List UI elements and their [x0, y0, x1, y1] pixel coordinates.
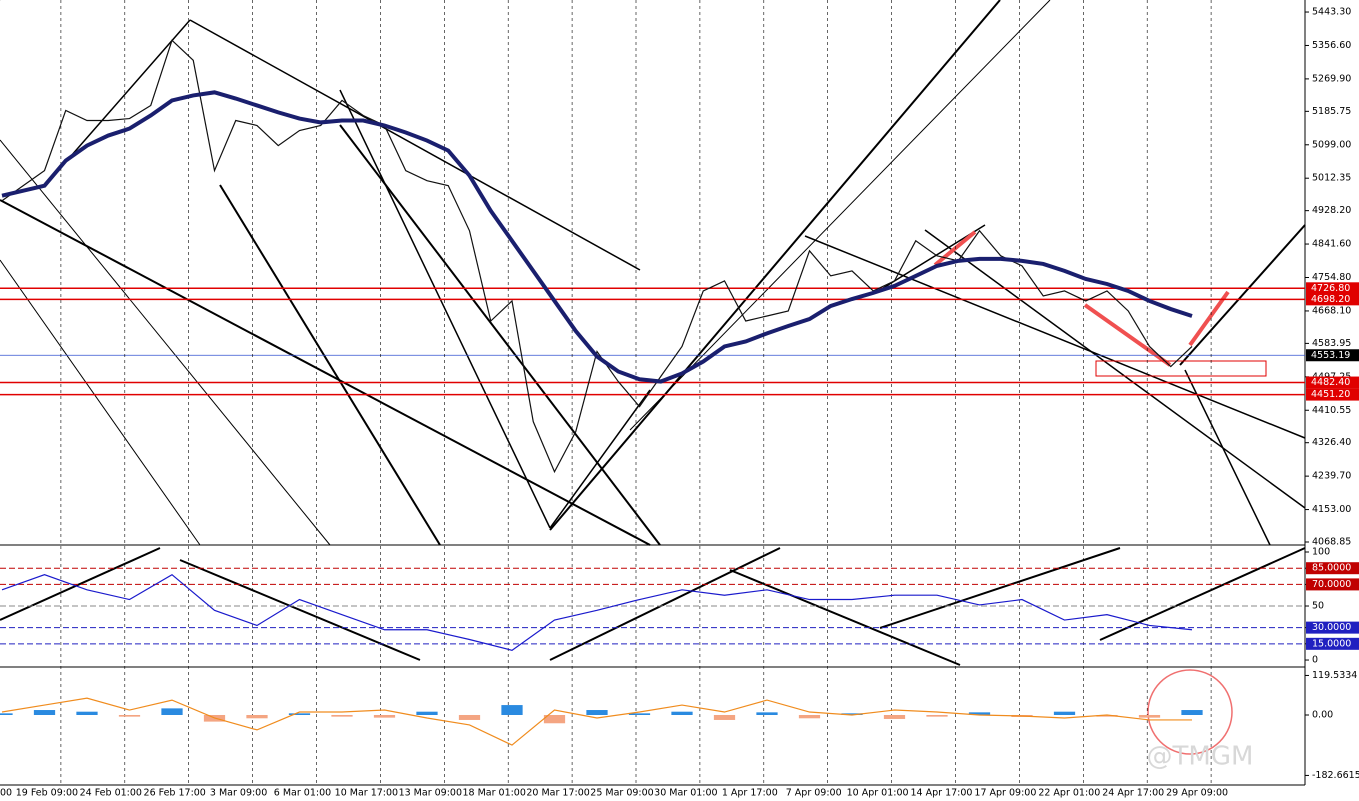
x-tick-label: 24 Feb 01:00: [80, 788, 142, 799]
histogram-bar: [501, 705, 523, 715]
y-tick-label: 4239.70: [1312, 471, 1351, 482]
series-line: [1, 39, 1193, 474]
histogram-bar: [246, 714, 268, 719]
level-label-box: [1306, 388, 1359, 401]
watermark: @TMGM: [1147, 742, 1254, 772]
x-tick-label: 6 Mar 01:00: [274, 788, 331, 799]
y-tick-label: 4668.10: [1312, 305, 1351, 316]
level-label: 4451.20: [1311, 389, 1350, 400]
x-tick-label: 13 Mar 09:00: [399, 788, 462, 799]
x-tick-label: 17 Apr 09:00: [974, 788, 1036, 799]
x-tick-label: 22 Apr 01:00: [1038, 788, 1100, 799]
histogram-bar: [713, 714, 736, 720]
y-tick-label: 4841.60: [1312, 239, 1351, 250]
histogram-bar: [331, 714, 353, 717]
y-tick-label: 4068.85: [1312, 537, 1351, 548]
series-line: [1, 90, 1193, 384]
level-label-box: [1306, 562, 1359, 575]
histogram-bar: [543, 714, 566, 724]
y-tick-label: 4754.80: [1312, 272, 1351, 283]
level-label-box: [1306, 621, 1359, 634]
plot-background: [0, 0, 1305, 785]
histogram-bar: [1053, 711, 1076, 715]
y-tick-label: 5099.00: [1312, 139, 1351, 150]
y-tick-label: -182.6615: [1312, 770, 1359, 781]
y-tick-label: 100: [1312, 546, 1330, 557]
histogram-bar: [798, 714, 821, 719]
y-tick-label: 119.5334: [1312, 670, 1357, 681]
y-tick-label: 5012.35: [1312, 173, 1351, 184]
histogram-bar: [33, 710, 56, 715]
y-tick-label: 4928.20: [1312, 205, 1351, 216]
y-tick-label: 4326.40: [1312, 437, 1351, 448]
x-tick-label: 14 Apr 17:00: [911, 788, 973, 799]
x-tick-label: 10 Mar 17:00: [335, 788, 398, 799]
y-tick-label: 4410.55: [1312, 405, 1351, 416]
x-tick-label: 20 Mar 17:00: [526, 788, 589, 799]
x-tick-label: 29 Apr 09:00: [1166, 788, 1228, 799]
histogram-bar: [1138, 714, 1161, 718]
y-tick-label: 70.0000: [1312, 579, 1351, 590]
series-line: [1, 573, 1193, 651]
level-label-box: [1306, 293, 1359, 306]
x-tick-label: 30 Mar 01:00: [654, 788, 717, 799]
histogram-bar: [416, 711, 438, 715]
histogram-bar: [0, 713, 13, 715]
histogram-bar: [118, 714, 141, 717]
histogram-bar: [1181, 710, 1203, 715]
y-tick-label: 0: [1312, 655, 1318, 666]
level-label: 4726.80: [1311, 283, 1350, 294]
x-tick-label: 24 Apr 17:00: [1102, 788, 1164, 799]
histogram-bar: [373, 714, 396, 718]
trend-lines: [0, 0, 1306, 755]
x-tick-label: 26 Feb 17:00: [144, 788, 206, 799]
x-tick-label: 1 Apr 17:00: [722, 788, 778, 799]
x-tick-label: 00: [0, 788, 12, 799]
histogram-bar: [288, 713, 311, 715]
histogram-bar: [161, 708, 183, 715]
y-tick-label: 4153.00: [1312, 504, 1351, 515]
level-label: 4482.40: [1311, 377, 1350, 388]
histogram-bar: [841, 713, 863, 715]
series-line: [1, 697, 1192, 746]
histogram-bar: [756, 712, 778, 715]
x-tick-label: 19 Feb 09:00: [16, 788, 78, 799]
x-tick-label: 3 Mar 09:00: [210, 788, 267, 799]
level-label: 4553.19: [1311, 350, 1350, 361]
histogram-bar: [883, 714, 906, 719]
histogram-bar: [458, 714, 481, 720]
x-tick-label: 25 Mar 09:00: [590, 788, 653, 799]
level-label-box: [1306, 282, 1359, 295]
y-tick-label: 50: [1312, 601, 1324, 612]
x-tick-label: 10 Apr 01:00: [847, 788, 909, 799]
histogram-bar: [968, 712, 991, 715]
x-tick-label: 18 Mar 01:00: [462, 788, 525, 799]
y-tick-label: 5356.60: [1312, 40, 1351, 51]
histogram-bar: [926, 714, 948, 717]
y-tick-label: 0.00: [1312, 709, 1333, 720]
y-tick-label: 5185.75: [1312, 106, 1351, 117]
histogram-bar: [628, 713, 651, 715]
level-label-box: [1306, 349, 1359, 362]
level-label-box: [1306, 376, 1359, 389]
y-tick-label: 85.0000: [1312, 563, 1351, 574]
level-label: 4698.20: [1311, 294, 1350, 305]
histogram-bar: [76, 711, 98, 715]
histogram-bar: [586, 710, 608, 715]
level-label-box: [1306, 578, 1359, 591]
y-tick-label: 30.0000: [1312, 622, 1351, 633]
histogram-bar: [671, 711, 693, 715]
y-tick-label: 5269.90: [1312, 73, 1351, 84]
y-tick-label: 4583.95: [1312, 338, 1351, 349]
x-tick-label: 7 Apr 09:00: [786, 788, 842, 799]
y-tick-label: 5443.30: [1312, 7, 1351, 18]
histogram-bar: [1096, 714, 1118, 717]
y-tick-label: 15.0000: [1312, 638, 1351, 649]
level-label-box: [1306, 637, 1359, 650]
